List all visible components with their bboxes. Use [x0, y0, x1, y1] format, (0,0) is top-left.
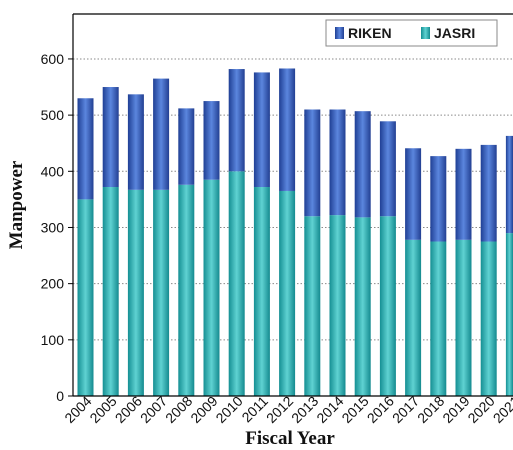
bar-riken-2004	[77, 98, 94, 200]
y-tick-label: 300	[41, 219, 65, 235]
x-tick-label-2015: 2015	[338, 393, 371, 426]
legend-box	[325, 19, 498, 47]
bar-riken-2017	[405, 148, 422, 240]
bar-riken-2012	[279, 68, 296, 191]
legend-label-riken: RIKEN	[348, 25, 392, 41]
x-tick-label-2017: 2017	[389, 393, 422, 426]
bar-jasri-2014	[329, 215, 346, 396]
bar-riken-2018	[430, 156, 447, 242]
bar-jasri-2004	[77, 199, 94, 396]
y-axis-ticks: 0 100 200 300 400 500 600	[41, 51, 73, 404]
y-tick-label: 0	[56, 388, 64, 404]
bars	[77, 68, 513, 396]
bar-jasri-2005	[102, 187, 119, 396]
bar-jasri-2015	[354, 217, 371, 396]
x-tick-label-2013: 2013	[288, 393, 321, 426]
x-tick-label-2011: 2011	[238, 393, 271, 426]
x-tick-label-2006: 2006	[112, 393, 145, 426]
bar-riken-2019	[455, 148, 472, 240]
bar-riken-2015	[354, 111, 371, 218]
bar-jasri-2013	[304, 216, 321, 396]
x-tick-label-2012: 2012	[263, 393, 296, 426]
x-axis-ticks: 2004200520062007200820092010201120122013…	[61, 393, 513, 426]
x-tick-label-2004: 2004	[61, 393, 94, 426]
bar-riken-2005	[102, 87, 119, 188]
x-tick-label-2007: 2007	[137, 393, 170, 426]
x-tick-label-2020: 2020	[464, 393, 497, 426]
bar-jasri-2018	[430, 241, 447, 396]
bar-jasri-2021	[505, 233, 513, 396]
bar-riken-2013	[304, 109, 321, 217]
legend-swatch-jasri	[421, 27, 430, 39]
bar-jasri-2007	[153, 189, 170, 396]
bar-jasri-2006	[127, 189, 144, 396]
x-axis-title: Fiscal Year	[245, 428, 335, 449]
bar-riken-2007	[153, 78, 170, 190]
legend-label-jasri: JASRI	[434, 25, 475, 41]
bar-riken-2006	[127, 94, 144, 190]
bar-jasri-2010	[228, 171, 245, 396]
x-tick-label-2019: 2019	[439, 393, 472, 426]
bar-riken-2016	[379, 121, 396, 217]
legend-swatch-riken	[335, 27, 344, 39]
bar-riken-2020	[480, 144, 497, 242]
x-tick-label-2021: 2021	[490, 393, 513, 426]
y-axis-title: Manpower	[6, 160, 27, 249]
x-tick-label-2005: 2005	[86, 393, 119, 426]
bar-jasri-2012	[279, 190, 296, 396]
bar-jasri-2019	[455, 239, 472, 396]
y-tick-label: 600	[41, 51, 65, 67]
bar-jasri-2008	[178, 184, 195, 396]
legend: RIKEN JASRI	[325, 19, 498, 47]
y-tick-label: 500	[41, 107, 65, 123]
x-tick-label-2016: 2016	[364, 393, 397, 426]
y-tick-label: 100	[41, 332, 65, 348]
x-tick-label-2009: 2009	[187, 393, 220, 426]
bar-riken-2021	[505, 135, 513, 234]
bar-jasri-2011	[253, 187, 270, 396]
bar-jasri-2020	[480, 241, 497, 396]
x-tick-label-2018: 2018	[414, 393, 447, 426]
bar-riken-2010	[228, 69, 245, 172]
bar-riken-2008	[178, 108, 195, 185]
bar-riken-2014	[329, 109, 346, 216]
x-tick-label-2008: 2008	[162, 393, 195, 426]
y-tick-label: 200	[41, 276, 65, 292]
bar-riken-2011	[253, 72, 270, 188]
y-tick-label: 400	[41, 163, 65, 179]
bar-jasri-2016	[379, 216, 396, 396]
x-tick-label-2010: 2010	[212, 393, 245, 426]
bar-riken-2009	[203, 101, 220, 180]
x-tick-label-2014: 2014	[313, 393, 346, 426]
bar-jasri-2009	[203, 179, 220, 396]
bar-jasri-2017	[405, 239, 422, 396]
